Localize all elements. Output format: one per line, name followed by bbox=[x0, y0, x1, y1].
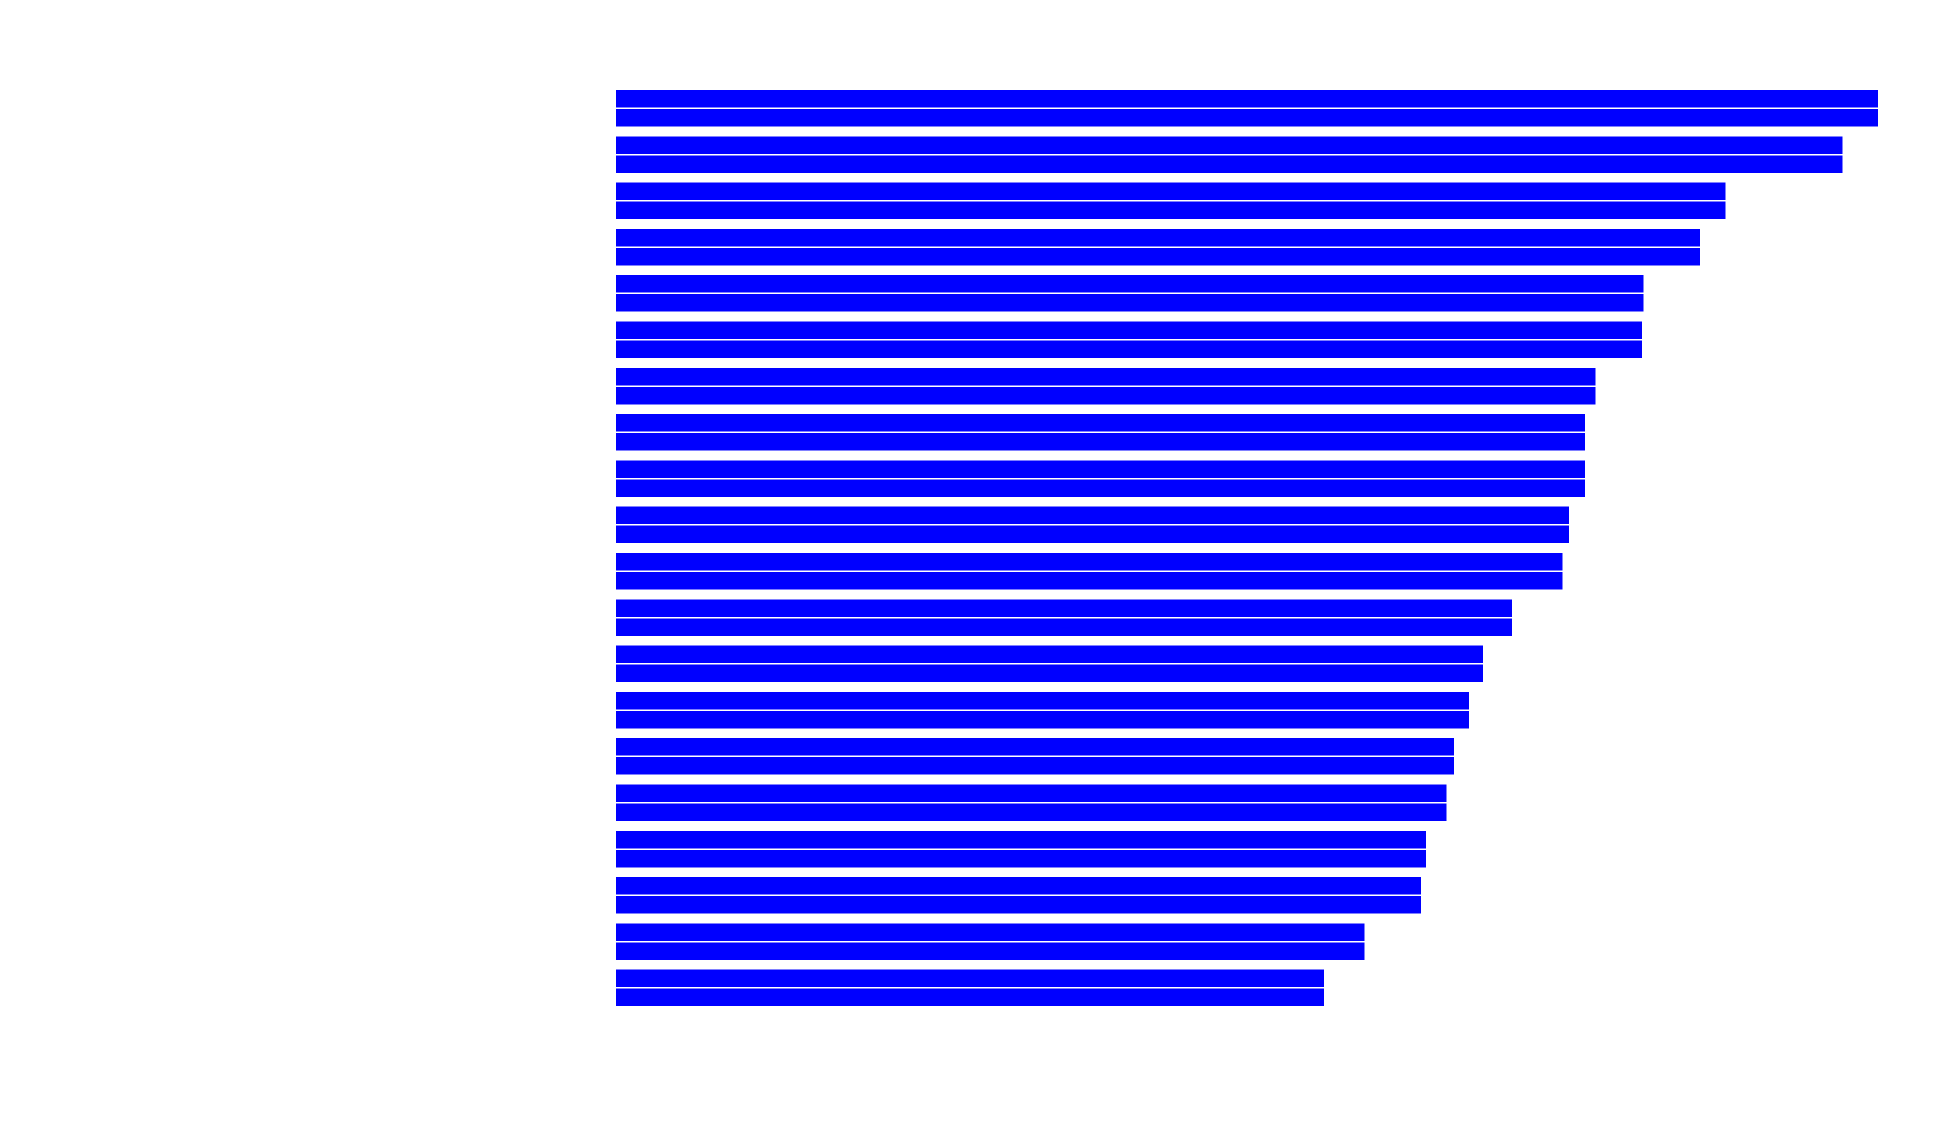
bar-13-series-2 bbox=[616, 664, 1483, 683]
bar-15-series-1 bbox=[616, 738, 1454, 756]
bar-10-series-1 bbox=[616, 506, 1569, 525]
bar-18-series-1 bbox=[616, 877, 1422, 895]
bar-14-series-1 bbox=[616, 691, 1470, 710]
bars-layer bbox=[616, 90, 1878, 1007]
bar-14-series-2 bbox=[616, 710, 1470, 729]
bar-1-series-1 bbox=[616, 90, 1878, 108]
bar-11-series-2 bbox=[616, 572, 1563, 590]
bar-20-series-2 bbox=[616, 988, 1324, 1007]
bar-17-series-2 bbox=[616, 849, 1427, 868]
bar-20-series-1 bbox=[616, 969, 1324, 988]
bar-10-series-2 bbox=[616, 525, 1569, 544]
bar-11-series-1 bbox=[616, 553, 1563, 571]
bar-9-series-2 bbox=[616, 479, 1586, 497]
bar-12-series-1 bbox=[616, 599, 1512, 617]
bar-7-series-1 bbox=[616, 367, 1596, 386]
bar-19-series-2 bbox=[616, 942, 1365, 960]
bar-6-series-2 bbox=[616, 340, 1642, 358]
bar-8-series-1 bbox=[616, 414, 1586, 432]
bar-16-series-2 bbox=[616, 803, 1447, 821]
bar-7-series-2 bbox=[616, 386, 1596, 405]
bar-16-series-1 bbox=[616, 784, 1447, 802]
bar-4-series-1 bbox=[616, 228, 1701, 247]
bar-19-series-1 bbox=[616, 923, 1365, 941]
bar-2-series-2 bbox=[616, 155, 1843, 173]
bar-15-series-2 bbox=[616, 757, 1454, 775]
bar-8-series-2 bbox=[616, 433, 1586, 451]
bar-12-series-2 bbox=[616, 618, 1512, 636]
bar-18-series-2 bbox=[616, 896, 1422, 914]
bar-17-series-1 bbox=[616, 830, 1427, 849]
bar-5-series-1 bbox=[616, 275, 1644, 293]
bar-6-series-1 bbox=[616, 321, 1642, 339]
bar-13-series-1 bbox=[616, 645, 1483, 664]
bar-3-series-1 bbox=[616, 182, 1726, 201]
bar-1-series-2 bbox=[616, 109, 1878, 127]
bar-2-series-1 bbox=[616, 136, 1843, 154]
bar-3-series-2 bbox=[616, 201, 1726, 220]
bar-4-series-2 bbox=[616, 247, 1701, 266]
bar-5-series-2 bbox=[616, 294, 1644, 312]
bar-9-series-1 bbox=[616, 460, 1586, 478]
